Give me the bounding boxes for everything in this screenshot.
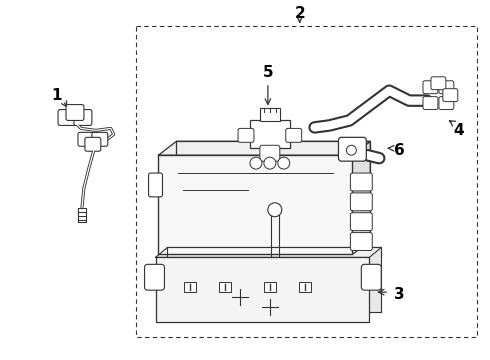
FancyBboxPatch shape (350, 233, 372, 251)
FancyBboxPatch shape (443, 89, 458, 102)
FancyBboxPatch shape (350, 173, 372, 191)
Circle shape (264, 157, 276, 169)
Text: 6: 6 (394, 143, 405, 158)
Bar (219, 282, 231, 292)
FancyBboxPatch shape (431, 77, 446, 90)
Circle shape (278, 157, 290, 169)
Bar (158, 155, 352, 255)
FancyBboxPatch shape (423, 81, 438, 94)
Text: 5: 5 (263, 65, 273, 80)
Bar (155, 257, 369, 322)
FancyBboxPatch shape (260, 145, 280, 161)
FancyBboxPatch shape (339, 137, 367, 161)
Polygon shape (168, 247, 381, 312)
Text: 2: 2 (294, 6, 305, 21)
Bar (299, 282, 311, 292)
FancyBboxPatch shape (85, 137, 101, 151)
Text: 1: 1 (51, 88, 61, 103)
Circle shape (250, 157, 262, 169)
FancyBboxPatch shape (361, 264, 381, 290)
FancyBboxPatch shape (350, 193, 372, 211)
Bar (184, 282, 196, 292)
Bar (260, 108, 280, 121)
Polygon shape (158, 141, 370, 155)
FancyBboxPatch shape (66, 105, 84, 121)
FancyBboxPatch shape (439, 96, 454, 109)
FancyBboxPatch shape (148, 173, 163, 197)
Text: 4: 4 (453, 123, 464, 138)
Text: 3: 3 (394, 287, 404, 302)
Polygon shape (176, 141, 370, 240)
FancyBboxPatch shape (439, 81, 454, 94)
FancyBboxPatch shape (238, 129, 254, 142)
Bar (136, 26, 477, 337)
Bar (264, 282, 276, 292)
FancyBboxPatch shape (286, 129, 302, 142)
FancyBboxPatch shape (423, 96, 438, 109)
Polygon shape (352, 141, 370, 255)
FancyBboxPatch shape (92, 132, 108, 146)
FancyBboxPatch shape (58, 109, 76, 125)
Circle shape (268, 203, 282, 217)
FancyBboxPatch shape (350, 213, 372, 231)
FancyBboxPatch shape (145, 264, 165, 290)
Bar (250, 121, 290, 148)
Circle shape (346, 145, 356, 155)
FancyBboxPatch shape (74, 109, 92, 125)
Polygon shape (155, 247, 381, 257)
FancyBboxPatch shape (78, 132, 94, 146)
